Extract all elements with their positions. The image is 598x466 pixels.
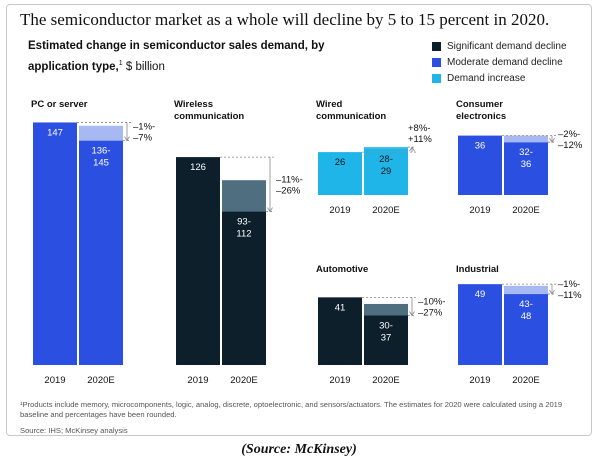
legend-item-significant: Significant demand decline bbox=[432, 38, 567, 54]
category-label: 2019 bbox=[469, 375, 490, 386]
change-label: –1%- bbox=[558, 279, 580, 290]
bar-2020-range bbox=[364, 147, 408, 149]
change-arrow bbox=[267, 207, 273, 213]
footnote-mark: 1 bbox=[118, 60, 123, 67]
panel-title: Consumer bbox=[456, 99, 503, 110]
category-label: 2020E bbox=[87, 375, 114, 386]
category-label: 2020E bbox=[372, 375, 399, 386]
bar-label-2020: 30- bbox=[379, 321, 393, 332]
chart-frame bbox=[6, 4, 592, 436]
change-label: –10%- bbox=[418, 296, 445, 307]
change-label: –1%- bbox=[133, 122, 155, 133]
category-label: 2020E bbox=[372, 205, 399, 216]
change-label: –26% bbox=[276, 185, 301, 196]
bar-2020-low bbox=[222, 211, 266, 365]
change-arrow bbox=[549, 289, 555, 295]
subtitle-text: Estimated change in semiconductor sales … bbox=[28, 40, 325, 73]
bar-2020-low bbox=[504, 294, 548, 365]
chart-subtitle: Estimated change in semiconductor sales … bbox=[28, 38, 328, 76]
bar-label-2020: 29 bbox=[381, 166, 392, 177]
change-label: –27% bbox=[418, 307, 443, 318]
change-arrow bbox=[409, 146, 415, 152]
headline: The semiconductor market as a whole will… bbox=[20, 10, 550, 29]
bar-label-2020: 48 bbox=[521, 311, 532, 322]
bar-label-2020: 32- bbox=[519, 147, 533, 158]
change-arrow bbox=[409, 311, 415, 317]
bar-2020-range bbox=[222, 180, 266, 212]
panel-title: Wireless bbox=[174, 99, 213, 110]
bar-2019 bbox=[318, 297, 362, 365]
bar-label-2020: 28- bbox=[379, 154, 393, 165]
category-label: 2020E bbox=[512, 205, 539, 216]
bar-2020-range bbox=[79, 125, 123, 141]
category-label: 2019 bbox=[329, 205, 350, 216]
legend-item-increase: Demand increase bbox=[432, 70, 567, 86]
panel-title: communication bbox=[174, 111, 244, 122]
category-label: 2019 bbox=[469, 205, 490, 216]
bar-2020-range bbox=[504, 285, 548, 295]
bar-label-2020: 145 bbox=[93, 158, 109, 169]
category-label: 2020E bbox=[230, 375, 257, 386]
legend-label: Significant demand decline bbox=[447, 40, 567, 52]
bar-label-2019: 49 bbox=[475, 289, 486, 300]
bar-label-2020: 37 bbox=[381, 333, 392, 344]
bar-label-2019: 147 bbox=[47, 127, 63, 138]
bar-2020-range bbox=[364, 303, 408, 316]
bar-label-2020: 93- bbox=[237, 217, 251, 228]
bar-2019 bbox=[176, 157, 220, 365]
bar-label-2020: 43- bbox=[519, 299, 533, 310]
bar-label-2020: 36 bbox=[521, 159, 532, 170]
change-label: –7% bbox=[133, 133, 153, 144]
subtitle-unit: $ billion bbox=[122, 60, 165, 73]
bar-2020-low bbox=[364, 315, 408, 365]
category-label: 2020E bbox=[512, 375, 539, 386]
panel-title: communication bbox=[316, 111, 386, 122]
bar-2019 bbox=[458, 135, 502, 195]
bar-2019 bbox=[318, 152, 362, 195]
change-arrow bbox=[124, 136, 130, 142]
source-note: Source: IHS; McKinsey analysis bbox=[20, 426, 128, 435]
change-arrow bbox=[549, 137, 555, 143]
change-label: –2%- bbox=[558, 129, 580, 140]
category-label: 2019 bbox=[329, 375, 350, 386]
category-label: 2019 bbox=[44, 375, 65, 386]
bar-2020-low bbox=[79, 140, 123, 365]
bar-label-2019: 41 bbox=[335, 302, 346, 313]
footnote: ¹Products include memory, microcomponent… bbox=[20, 400, 563, 419]
legend-swatch bbox=[432, 73, 441, 83]
legend-swatch bbox=[432, 41, 441, 51]
bar-2020-range bbox=[504, 135, 548, 143]
legend-label: Demand increase bbox=[447, 72, 526, 84]
bar-2020-low bbox=[364, 148, 408, 195]
bar-2019 bbox=[458, 284, 502, 365]
panel-title: electronics bbox=[456, 111, 506, 122]
panel-title: Automotive bbox=[316, 264, 368, 275]
bar-2019 bbox=[33, 122, 77, 365]
change-label: +11% bbox=[408, 134, 432, 145]
bar-label-2020: 136- bbox=[91, 146, 110, 157]
change-label: +8%- bbox=[408, 123, 430, 134]
bar-label-2020: 112 bbox=[236, 229, 251, 240]
bar-2020-low bbox=[504, 142, 548, 195]
legend-swatch bbox=[432, 57, 441, 67]
panel-title: Wired bbox=[316, 99, 343, 110]
legend-label: Moderate demand decline bbox=[447, 56, 563, 68]
bar-label-2019: 36 bbox=[475, 141, 486, 152]
bar-label-2019: 26 bbox=[335, 157, 346, 168]
change-label: –12% bbox=[558, 140, 583, 151]
change-label: –11%- bbox=[276, 174, 303, 185]
panel-title: Industrial bbox=[456, 264, 499, 275]
legend-item-moderate: Moderate demand decline bbox=[432, 54, 567, 70]
bar-label-2019: 126 bbox=[190, 162, 206, 173]
image-caption: (Source: McKinsey) bbox=[241, 442, 357, 457]
legend: Significant demand decline Moderate dema… bbox=[432, 38, 567, 86]
category-label: 2019 bbox=[187, 375, 208, 386]
panel-title: PC or server bbox=[31, 99, 88, 110]
change-label: –11% bbox=[558, 290, 582, 301]
